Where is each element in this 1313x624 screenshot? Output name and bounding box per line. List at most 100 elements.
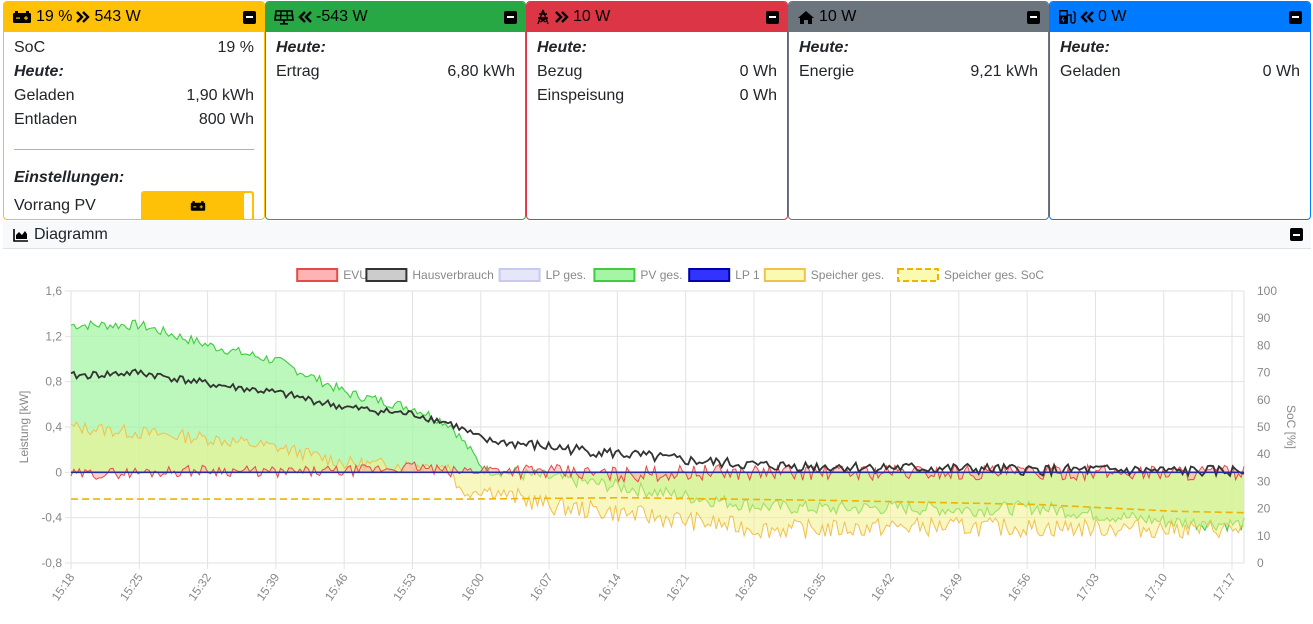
soc-row: SoC 19 % bbox=[14, 39, 254, 56]
x-tick-label: 16:35 bbox=[800, 570, 829, 603]
x-axis: 15:18 15:25 15:32 15:39 15:46 15:53 16:00 16:07… bbox=[49, 570, 1239, 603]
legend-label: Speicher ges. bbox=[811, 268, 884, 282]
pv-card: -543 W Heute: Ertrag 6,80 kWh bbox=[265, 1, 526, 220]
legend-label: LP ges. bbox=[546, 268, 586, 282]
pv-today-heading: Heute: bbox=[276, 39, 326, 56]
x-tick-label: 16:49 bbox=[937, 570, 966, 603]
legend-label: PV ges. bbox=[640, 268, 682, 282]
diagram-header[interactable]: Diagramm bbox=[3, 221, 1311, 249]
charging-card-header[interactable]: 0 W bbox=[1050, 2, 1310, 32]
grid-export-row: Einspeisung 0 Wh bbox=[537, 87, 777, 104]
pv-card-header[interactable]: -543 W bbox=[266, 2, 525, 32]
battery-card-header[interactable]: 19 % 543 W bbox=[4, 2, 264, 32]
y-tick-label: 1,2 bbox=[45, 329, 62, 343]
divider bbox=[14, 149, 254, 150]
y-tick-label: 0,4 bbox=[45, 420, 62, 434]
x-tick-label: 16:07 bbox=[527, 570, 556, 603]
x-tick-label: 16:56 bbox=[1005, 570, 1034, 603]
y-tick-label: -0,8 bbox=[41, 556, 62, 570]
grid-power: 10 W bbox=[573, 8, 611, 25]
legend-swatch bbox=[296, 268, 339, 282]
collapse-pv-button[interactable] bbox=[504, 10, 517, 24]
charging-station-icon bbox=[1059, 10, 1076, 24]
grid-import-row: Bezug 0 Wh bbox=[537, 63, 777, 80]
area-chart-icon bbox=[13, 228, 28, 242]
y2-tick-label: 30 bbox=[1257, 474, 1271, 488]
collapse-diagram-button[interactable] bbox=[1290, 228, 1303, 241]
legend-swatch bbox=[763, 268, 806, 282]
x-tick-label: 16:14 bbox=[595, 570, 624, 603]
chart-legend: EVU Hausverbrauch LP ges. PV ges. LP 1 Speich… bbox=[296, 268, 1044, 282]
collapse-grid-button[interactable] bbox=[766, 10, 779, 24]
y-tick-label: 1,6 bbox=[45, 284, 62, 298]
y-tick-label: -0,4 bbox=[41, 511, 62, 525]
home-energy-row: Energie 9,21 kWh bbox=[799, 63, 1038, 80]
y2-tick-label: 90 bbox=[1257, 311, 1271, 325]
collapse-home-button[interactable] bbox=[1027, 10, 1040, 24]
y-axis-left: 1,6 1,2 0,8 0,4 0 -0,4 -0,8 bbox=[41, 284, 62, 570]
y2-tick-label: 70 bbox=[1257, 366, 1271, 380]
charging-today-heading: Heute: bbox=[1060, 39, 1110, 56]
y2-tick-label: 60 bbox=[1257, 393, 1271, 407]
x-tick-label: 15:53 bbox=[390, 570, 419, 603]
power-tower-icon bbox=[537, 9, 549, 25]
status-cards: 19 % 543 W SoC 19 % Heute: Geladen 1,90 kW… bbox=[3, 1, 1311, 220]
y2-tick-label: 100 bbox=[1257, 284, 1277, 298]
grid-card: 10 W Heute: Bezug 0 Wh Einspeisung 0 Wh bbox=[526, 1, 788, 220]
priority-pv-toggle[interactable] bbox=[141, 191, 254, 219]
charging-card: 0 W Heute: Geladen 0 Wh bbox=[1049, 1, 1311, 220]
y2-tick-label: 40 bbox=[1257, 447, 1271, 461]
x-tick-label: 17:10 bbox=[1141, 570, 1170, 603]
legend-label: Speicher ges. SoC bbox=[944, 268, 1044, 282]
home-icon bbox=[798, 10, 814, 24]
x-tick-label: 15:25 bbox=[117, 570, 146, 603]
storage-soc-line bbox=[71, 496, 1245, 514]
solar-panel-icon bbox=[274, 9, 294, 25]
y2-axis-label: SoC [%] bbox=[1284, 405, 1298, 449]
collapse-charging-button[interactable] bbox=[1289, 10, 1302, 24]
home-card-header[interactable]: 10 W bbox=[789, 2, 1048, 32]
storage-line bbox=[70, 421, 1245, 540]
battery-power: 543 W bbox=[94, 8, 141, 25]
x-tick-label: 17:17 bbox=[1210, 570, 1239, 603]
x-tick-label: 15:39 bbox=[254, 570, 283, 603]
x-tick-label: 16:42 bbox=[868, 570, 897, 603]
y2-tick-label: 10 bbox=[1257, 529, 1271, 543]
soc-value: 19 % bbox=[217, 39, 254, 56]
battery-icon bbox=[190, 201, 205, 211]
battery-charged-row: Geladen 1,90 kWh bbox=[14, 87, 254, 104]
priority-row: Vorrang PV bbox=[14, 190, 254, 219]
y2-tick-label: 80 bbox=[1257, 338, 1271, 352]
legend-label: EVU bbox=[343, 268, 368, 282]
legend-swatch bbox=[688, 268, 731, 282]
evu-line bbox=[70, 461, 1245, 484]
home-card: 10 W Heute: Energie 9,21 kWh bbox=[788, 1, 1049, 220]
double-chevron-left-icon bbox=[1080, 11, 1094, 23]
legend-swatch bbox=[593, 268, 636, 282]
y2-tick-label: 20 bbox=[1257, 502, 1271, 516]
battery-soc-header: 19 % bbox=[36, 8, 73, 25]
x-tick-label: 16:28 bbox=[732, 570, 761, 603]
charging-power: 0 W bbox=[1098, 8, 1127, 25]
pv-yield-row: Ertrag 6,80 kWh bbox=[276, 63, 515, 80]
double-chevron-right-icon bbox=[555, 11, 569, 23]
diagram-title: Diagramm bbox=[34, 225, 108, 243]
x-tick-label: 17:03 bbox=[1073, 570, 1102, 603]
grid-card-header[interactable]: 10 W bbox=[527, 2, 787, 32]
house-consumption-line bbox=[70, 368, 1245, 479]
legend-swatch bbox=[365, 268, 408, 282]
x-tick-label: 15:46 bbox=[322, 570, 351, 603]
legend-swatch bbox=[897, 268, 939, 282]
pv-power: -543 W bbox=[316, 8, 368, 25]
grid-today-heading: Heute: bbox=[537, 39, 587, 56]
y-axis-label: Leistung [kW] bbox=[17, 391, 31, 464]
x-tick-label: 16:21 bbox=[663, 570, 692, 603]
x-tick-label: 15:32 bbox=[185, 570, 214, 603]
legend-label: LP 1 bbox=[735, 268, 760, 282]
battery-icon bbox=[13, 11, 31, 23]
settings-heading: Einstellungen: bbox=[14, 169, 125, 186]
battery-today-heading: Heute: bbox=[14, 63, 64, 80]
toggle-knob[interactable] bbox=[244, 193, 252, 219]
collapse-battery-button[interactable] bbox=[243, 10, 256, 24]
